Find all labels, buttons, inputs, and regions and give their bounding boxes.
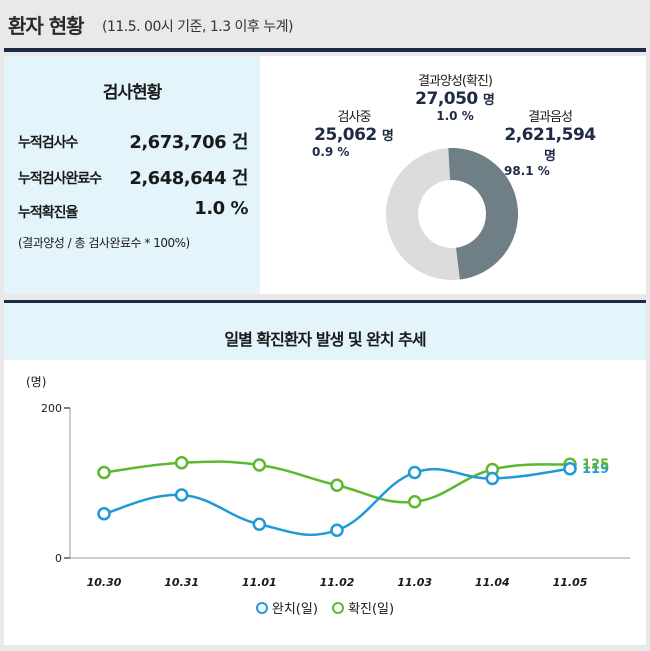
series-end-label-1: 125 — [582, 457, 609, 472]
donut-label-positive: 결과양성(확진) 27,050 명 1.0 % — [400, 70, 510, 123]
daily-trend-chart: (명) 0 200 10.30 10.31 11.01 11.02 11.03 11.04 11… — [26, 375, 630, 589]
y-tick-label: 200 — [41, 402, 62, 415]
testing-count: 25,062 — [314, 125, 377, 145]
y-tick-label: 0 — [55, 552, 62, 565]
negative-pct: 98.1 % — [504, 164, 550, 178]
positive-pct: 1.0 % — [436, 109, 474, 123]
x-tick-label: 11.02 — [320, 576, 355, 589]
stat-value-total-tests: 2,673,706 건 — [129, 132, 248, 153]
legend-item-confirmed[interactable]: 확진(일) — [332, 598, 394, 617]
positive-count: 27,050 — [415, 89, 478, 109]
series-point-1 — [330, 478, 344, 492]
chart-header — [4, 300, 646, 360]
stat-label-completed-tests: 누적검사완료수 — [18, 171, 102, 187]
donut-slice-testing — [448, 148, 519, 280]
series-point-0 — [407, 465, 422, 480]
series-point-0 — [174, 488, 189, 502]
stat-label-positive-rate: 누적확진율 — [18, 205, 78, 221]
page-title: 환자 현황 — [8, 14, 85, 38]
stat-note: (결과양성 / 총 검사완료수 * 100%) — [18, 236, 190, 250]
donut-label-negative: 결과음성 2,621,594 명 98.1 % — [494, 106, 606, 178]
header-bar — [0, 0, 650, 48]
header-divider — [4, 48, 646, 52]
legend-label-confirmed: 확진(일) — [348, 602, 395, 617]
series-end-label-0: 119 — [582, 462, 609, 477]
stat-label-total-tests: 누적검사수 — [18, 135, 78, 151]
positive-unit: 명 — [482, 93, 495, 108]
legend-marker-released — [255, 601, 268, 614]
x-tick-label: 10.30 — [87, 576, 122, 589]
negative-count: 2,621,594 — [504, 125, 596, 145]
series-point-0 — [330, 523, 344, 537]
testing-unit: 명 — [381, 129, 394, 144]
negative-name: 결과음성 — [528, 110, 573, 125]
chart-legend: 완치(일) 확진(일) — [0, 598, 650, 618]
legend-label-released: 완치(일) — [271, 602, 318, 617]
legend-item-released[interactable]: 완치(일) — [255, 598, 318, 617]
positive-name: 결과양성(확진) — [418, 74, 493, 89]
negative-unit: 명 — [544, 149, 556, 164]
testing-name: 검사중 — [337, 110, 372, 125]
test-stats-box — [4, 56, 260, 294]
series-point-0 — [97, 507, 111, 521]
page-subtitle: (11.5. 00시 기준, 1.3 이후 누계) — [102, 19, 294, 35]
stats-title: 검사현황 — [102, 83, 163, 103]
series-point-1 — [97, 465, 111, 480]
x-tick-label: 11.04 — [475, 576, 510, 589]
x-tick-label: 11.05 — [553, 576, 588, 589]
x-tick-label: 11.03 — [397, 576, 432, 589]
stat-value-positive-rate: 1.0 % — [194, 198, 248, 219]
series-point-0 — [563, 462, 577, 476]
series-point-0 — [485, 471, 500, 486]
donut-label-testing: 검사중 25,062 명 0.9 % — [302, 106, 406, 159]
y-axis-unit: (명) — [26, 375, 46, 389]
stat-value-completed-tests: 2,648,644 건 — [129, 168, 248, 189]
x-tick-label: 11.01 — [242, 576, 277, 589]
series-point-1 — [252, 458, 267, 472]
testing-pct: 0.9 % — [312, 145, 350, 159]
chart-title: 일별 확진환자 발생 및 완치 추세 — [224, 330, 426, 349]
legend-marker-confirmed — [332, 601, 345, 614]
test-result-donut — [386, 148, 519, 280]
series-point-1 — [174, 456, 189, 470]
series-point-1 — [407, 495, 422, 509]
x-tick-label: 10.31 — [164, 576, 199, 589]
series-point-0 — [252, 517, 267, 531]
